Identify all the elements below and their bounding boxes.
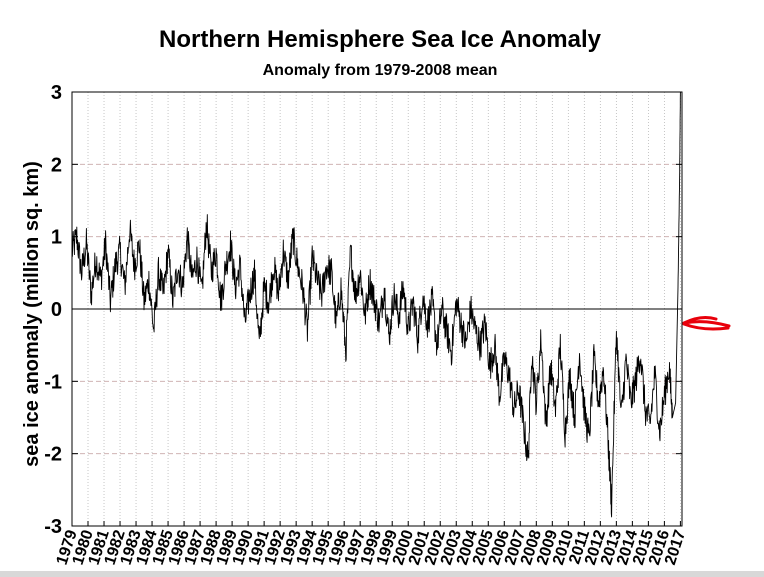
y-tick-labels: 3 2 1 0 -1 -2 -3 (44, 82, 682, 538)
y-tick-label: -2 (44, 444, 62, 466)
window-bottom-edge (0, 571, 764, 577)
y-tick-label: 2 (51, 154, 62, 176)
series-line-anomaly (71, 91, 681, 518)
series-layer (71, 91, 681, 518)
y-tick-label: 3 (51, 82, 62, 104)
y-tick-label: 0 (51, 299, 62, 321)
red-arrow-annotation (682, 315, 731, 331)
annotation-layer (682, 315, 731, 331)
chart-subtitle: Anomaly from 1979-2008 mean (262, 62, 498, 79)
y-tick-label: -3 (44, 516, 62, 538)
y-tick-label: 1 (51, 227, 62, 249)
y-tick-label: -1 (44, 371, 62, 393)
chart-title: Northern Hemisphere Sea Ice Anomaly (159, 26, 601, 53)
x-tick-labels: 1979198019811982198319841985198619871988… (54, 521, 689, 567)
y-axis-label: sea ice anomaly (million sq. km) (21, 161, 43, 467)
